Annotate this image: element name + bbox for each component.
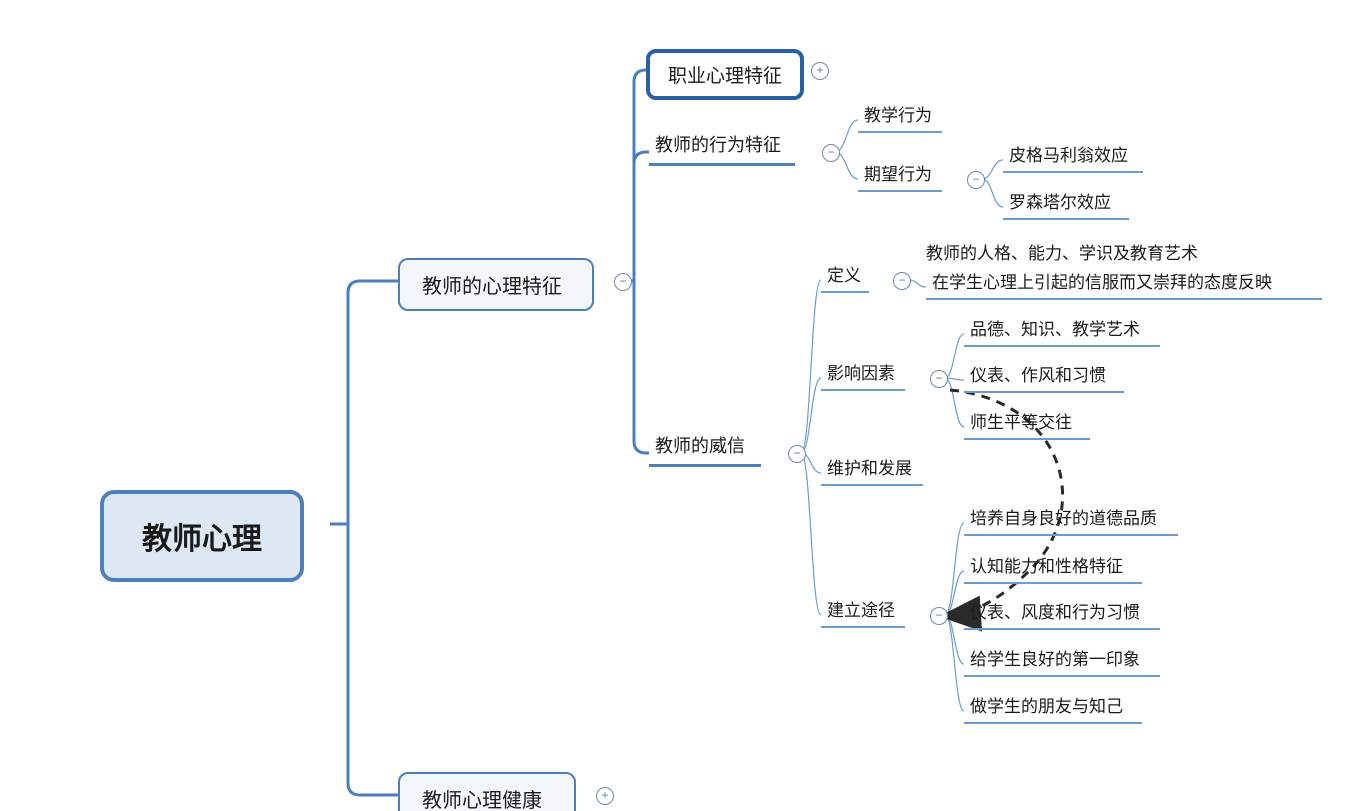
collapse-icon[interactable]: − xyxy=(788,445,806,463)
node-c1[interactable]: 职业心理特征 xyxy=(646,49,804,100)
edge-layer xyxy=(0,0,1346,811)
node-g3[interactable]: 仪表、作风和习惯 xyxy=(964,358,1124,393)
node-f2[interactable]: 影响因素 xyxy=(821,356,905,391)
node-h2[interactable]: 认知能力和性格特征 xyxy=(964,549,1142,584)
node-e1[interactable]: 皮格马利翁效应 xyxy=(1003,138,1143,173)
node-c2[interactable]: 教师的行为特征 xyxy=(649,127,795,166)
node-c3[interactable]: 教师的威信 xyxy=(649,428,761,467)
branch-b2[interactable]: 教师心理健康 xyxy=(398,772,576,811)
root-node[interactable]: 教师心理 xyxy=(100,490,304,582)
collapse-icon[interactable]: − xyxy=(967,171,985,189)
node-e2[interactable]: 罗森塔尔效应 xyxy=(1003,185,1129,220)
node-h5[interactable]: 做学生的朋友与知己 xyxy=(964,689,1142,724)
collapse-icon[interactable]: − xyxy=(822,144,840,162)
node-f4[interactable]: 建立途径 xyxy=(821,593,905,628)
node-f3[interactable]: 维护和发展 xyxy=(821,451,923,486)
expand-icon[interactable]: + xyxy=(811,62,829,80)
node-g2[interactable]: 品德、知识、教学艺术 xyxy=(964,312,1160,347)
collapse-icon[interactable]: − xyxy=(893,272,911,290)
node-h4[interactable]: 给学生良好的第一印象 xyxy=(964,642,1160,677)
collapse-icon[interactable]: − xyxy=(930,607,948,625)
node-g4[interactable]: 师生平等交往 xyxy=(964,405,1090,440)
expand-icon[interactable]: + xyxy=(596,787,614,805)
collapse-icon[interactable]: − xyxy=(614,273,632,291)
node-g1b[interactable]: 在学生心理上引起的信服而又崇拜的态度反映 xyxy=(926,265,1322,300)
node-d1[interactable]: 教学行为 xyxy=(858,98,942,133)
branch-b1[interactable]: 教师的心理特征 xyxy=(398,258,594,311)
node-h3[interactable]: 仪表、风度和行为习惯 xyxy=(964,595,1160,630)
node-g1a[interactable]: 教师的人格、能力、学识及教育艺术 xyxy=(926,239,1198,264)
mindmap-canvas: 教师心理 教师的心理特征 − 教师心理健康 + 职业心理特征 + 教师的行为特征 − 教师的威信… xyxy=(0,0,1346,811)
node-h1[interactable]: 培养自身良好的道德品质 xyxy=(964,501,1178,536)
node-d2[interactable]: 期望行为 xyxy=(858,157,942,192)
node-f1[interactable]: 定义 xyxy=(821,258,869,293)
collapse-icon[interactable]: − xyxy=(930,370,948,388)
